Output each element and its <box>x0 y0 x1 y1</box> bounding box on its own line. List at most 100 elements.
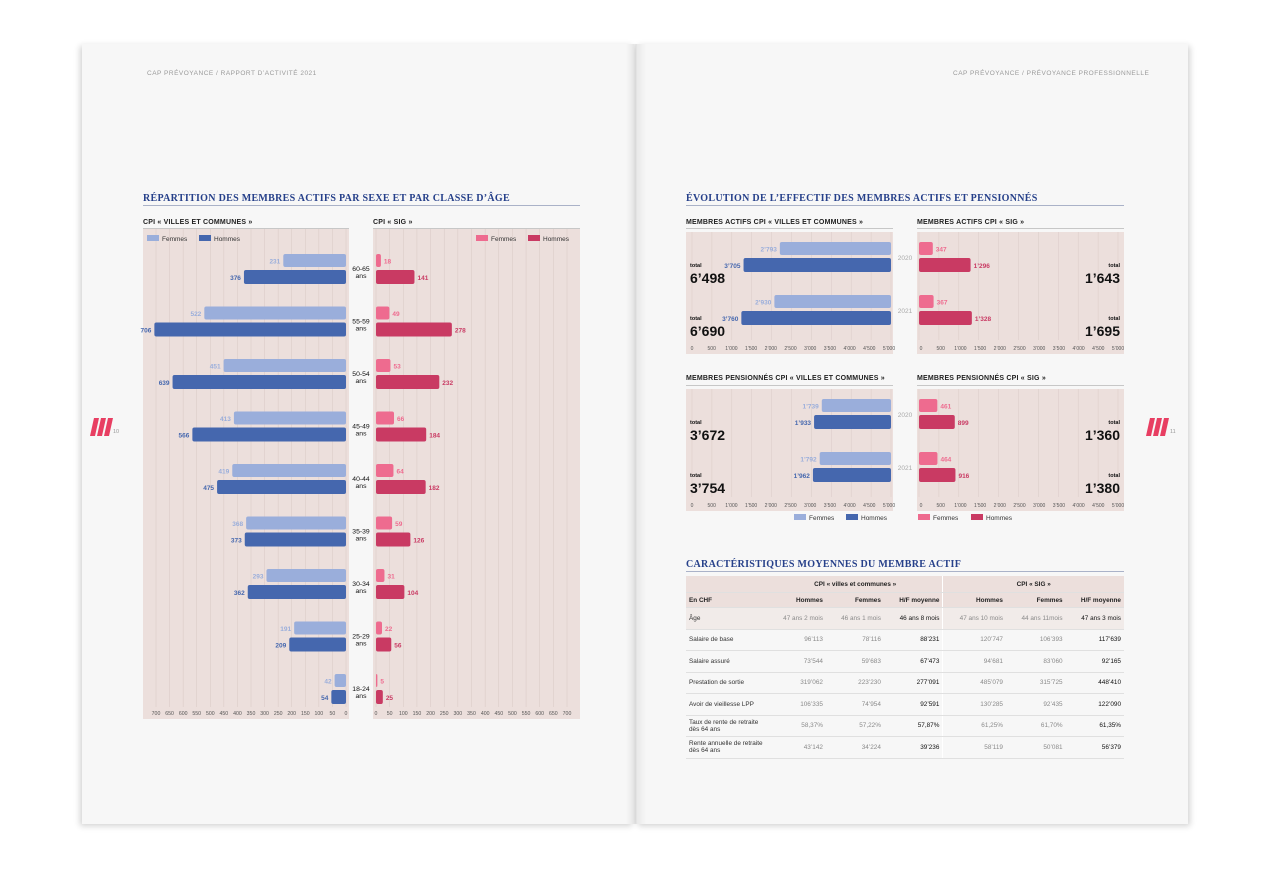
data-label-hommes: 232 <box>442 380 453 387</box>
age-class-label: 25-29 <box>352 634 370 641</box>
tick-label: 100 <box>399 711 408 717</box>
bar-femmes <box>223 359 346 372</box>
data-label-femmes: 293 <box>253 574 264 581</box>
bar-hommes <box>217 480 346 494</box>
bar-hommes <box>919 468 956 482</box>
total-caption: total <box>690 473 702 479</box>
bar-femmes <box>376 674 378 687</box>
table-cell: 39’236 <box>883 736 943 759</box>
data-label-hommes: 278 <box>455 328 466 335</box>
tick-label: 3’500 <box>824 503 836 509</box>
table-cell: 43’142 <box>768 736 826 759</box>
table-cell: 46 ans 8 mois <box>883 607 943 630</box>
subtitle-cpi-sig: CPI « SIG » <box>373 219 413 226</box>
tick-label: 1’000 <box>954 346 966 352</box>
chart-pensionnes-cpi-sig: 0 500 1’000 1’500 2’000 2’500 3’000 3’500 4’000 4… <box>917 389 1124 511</box>
subtitle-rule <box>917 228 1124 229</box>
data-label-femmes: 49 <box>392 311 400 318</box>
data-label-hommes: 3’760 <box>722 316 739 323</box>
bar-hommes <box>331 690 346 704</box>
data-label-femmes: 18 <box>384 259 392 266</box>
data-label-femmes: 42 <box>324 679 332 686</box>
age-class-label: ans <box>356 588 368 595</box>
tick-label: 400 <box>233 711 242 717</box>
bar-femmes <box>376 306 390 320</box>
legend-swatch-femmes <box>918 514 930 520</box>
legend-label-femmes: Femmes <box>809 515 835 522</box>
tick-label: 3’500 <box>824 346 836 352</box>
tick-label: 4’500 <box>863 346 875 352</box>
page-number-right: 11 <box>1170 429 1176 435</box>
data-label-hommes: 1’933 <box>795 420 812 427</box>
bar-hommes <box>192 427 346 442</box>
tick-label: 50 <box>387 711 393 717</box>
data-label-hommes: 373 <box>231 538 242 545</box>
subtitle-pens-sig: MEMBRES PENSIONNÉS CPI « SIG » <box>917 375 1046 382</box>
tick-label: 200 <box>426 711 435 717</box>
data-label-hommes: 475 <box>203 485 214 492</box>
tick-label: 300 <box>260 711 269 717</box>
table-column-header: En CHF Hommes Femmes H/F moyenne Hommes … <box>686 592 1124 608</box>
tick-label: 650 <box>165 711 174 717</box>
bar-hommes <box>172 375 346 389</box>
bar-hommes <box>243 270 346 284</box>
age-chart-cpi-vc: 700 650 600 550 500 450 400 350 300 250 200 150 100 5… <box>141 229 349 719</box>
table-cell: 117’639 <box>1065 629 1124 651</box>
tick-label: 2’500 <box>784 346 796 352</box>
bar-femmes <box>283 254 346 267</box>
legend-label-femmes: Femmes <box>491 236 517 243</box>
legend-swatch-hommes <box>971 514 983 520</box>
table-cell: 223’230 <box>825 672 884 694</box>
table-cell: 61,35% <box>1065 715 1124 737</box>
tick-label: 700 <box>563 711 572 717</box>
data-label-femmes: 59 <box>395 521 403 528</box>
data-label-femmes: 367 <box>937 300 948 307</box>
tick-label: 3’000 <box>804 503 816 509</box>
tick-label: 550 <box>522 711 531 717</box>
bar-hommes <box>376 585 405 599</box>
legend-swatch-hommes <box>846 514 858 520</box>
table-cell: 319’062 <box>768 672 826 694</box>
title-rule <box>686 571 1124 572</box>
table-row: Âge 47 ans 2 mois 46 ans 1 mois 46 ans 8 mo… <box>686 607 1124 630</box>
data-label-hommes: 182 <box>429 485 440 492</box>
table-cell: 485’079 <box>942 672 1006 694</box>
age-class-label: 18-24 <box>352 686 370 693</box>
tick-label: 650 <box>549 711 558 717</box>
bar-hommes <box>812 468 891 482</box>
bar-hommes <box>154 322 346 337</box>
total-value: 1’360 <box>1085 427 1120 443</box>
tick-label: 1’500 <box>974 346 986 352</box>
table-cell: 44 ans 11mois <box>1005 607 1066 630</box>
age-class-label: ans <box>356 641 368 648</box>
tick-label: 3’000 <box>804 346 816 352</box>
legend-label-hommes: Hommes <box>543 236 570 243</box>
data-label-femmes: 461 <box>940 404 951 411</box>
age-class-label: 55-59 <box>352 319 370 326</box>
table-cell: 83’060 <box>1005 650 1066 673</box>
chart-actifs-cpi-sig: 0 500 1’000 1’500 2’000 2’500 3’000 3’500 4’000 4… <box>917 232 1124 354</box>
tick-label: 500 <box>206 711 215 717</box>
table-cell: 448’410 <box>1065 672 1124 694</box>
subtitle-actifs-sig: MEMBRES ACTIFS CPI « SIG » <box>917 219 1025 226</box>
age-class-label: 60-65 <box>352 266 370 273</box>
tick-label: 1’000 <box>725 503 737 509</box>
age-class-label: ans <box>356 536 368 543</box>
table-cell: 277’091 <box>883 672 943 694</box>
data-label-hommes: 209 <box>275 643 286 650</box>
total-value: 6’690 <box>690 323 725 339</box>
table-cell: 61,70% <box>1005 715 1066 737</box>
tick-label: 0 <box>345 711 348 717</box>
row-label: Rente annuelle de retraite dès 64 ans <box>686 736 768 759</box>
right-section-title: ÉVOLUTION DE L’EFFECTIF DES MEMBRES ACTI… <box>686 193 1038 204</box>
table-cell: 122’090 <box>1065 693 1124 716</box>
tick-label: 5’000 <box>883 346 895 352</box>
tick-label: 2’000 <box>994 346 1006 352</box>
data-label-hommes: 25 <box>386 695 394 702</box>
bar-hommes <box>376 322 452 337</box>
table-cell: 47 ans 3 mois <box>1065 607 1124 630</box>
bar-femmes <box>376 254 381 267</box>
bar-femmes <box>334 674 346 687</box>
table-section-title: CARACTÉRISTIQUES MOYENNES DU MEMBRE ACTI… <box>686 559 962 570</box>
tick-label: 50 <box>330 711 336 717</box>
